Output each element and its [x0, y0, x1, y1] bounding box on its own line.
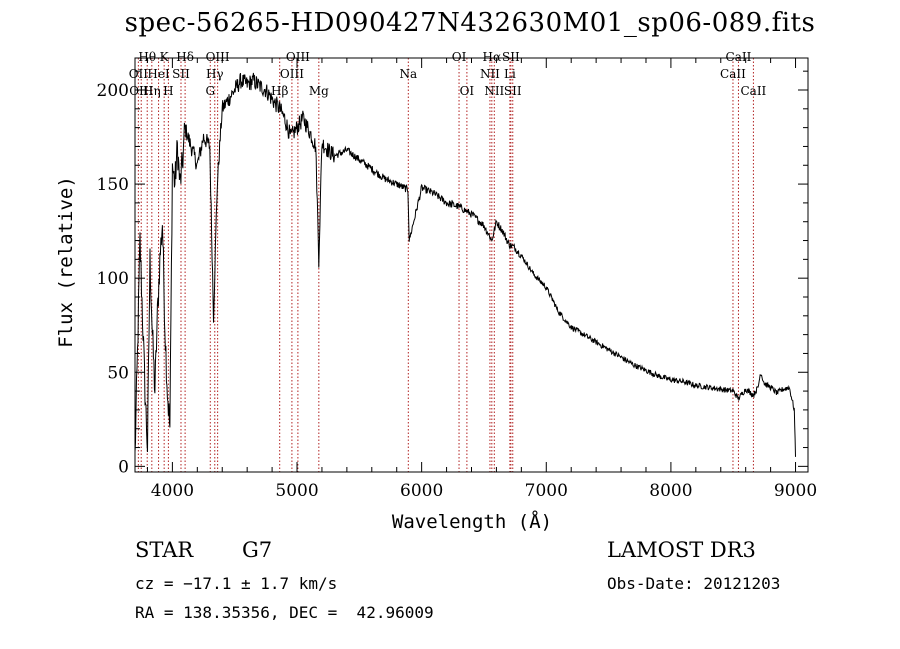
obs-date-text: Obs-Date: 20121203: [607, 574, 781, 593]
line-label-1: OII: [129, 67, 149, 81]
spectrum-layer: [134, 72, 796, 457]
x-tick-label-4000: 4000: [151, 481, 194, 501]
line-label-20: NII: [480, 67, 500, 81]
y-tick-label-200: 200: [97, 81, 129, 101]
axes-layer: 4000 5000 6000 7000 8000 9000 0 50 100 150 200: [97, 57, 817, 501]
line-label-10: Hγ: [206, 67, 224, 81]
line-label-21: NII: [484, 84, 504, 98]
line-label-19: Hα: [483, 50, 502, 64]
redshift-text: cz = −17.1 ± 1.7 km/s: [135, 574, 338, 593]
line-label-11: G: [205, 84, 215, 98]
chart-title: spec-56265-HD090427N432630M01_sp06-089.f…: [124, 8, 816, 38]
x-tick-label-5000: 5000: [275, 481, 318, 501]
line-label-2: OIII: [129, 84, 153, 98]
line-label-18: OI: [460, 84, 475, 98]
line-label-13: OIII: [280, 67, 304, 81]
survey-label: LAMOST DR3: [607, 538, 756, 562]
x-axis-label: Wavelength (Å): [392, 510, 552, 533]
emission-lines-layer: [137, 58, 754, 472]
line-label-8: Hδ: [176, 50, 194, 64]
x-tick-label-9000: 9000: [774, 481, 817, 501]
plot-frame: [134, 57, 809, 473]
line-label-12: OIII: [286, 50, 310, 64]
class-label: STAR: [135, 538, 194, 562]
line-label-16: Na: [399, 67, 417, 81]
y-tick-label-0: 0: [118, 457, 129, 477]
line-label-14: Hβ: [271, 84, 288, 98]
line-label-6: SII: [172, 67, 190, 81]
line-label-0: Hθ: [138, 50, 156, 64]
y-tick-label-50: 50: [107, 363, 129, 383]
radec-text: RA = 138.35356, DEC = 42.96009: [135, 603, 434, 622]
y-tick-label-100: 100: [97, 269, 129, 289]
line-label-23: Li: [504, 67, 516, 81]
line-label-7: H: [163, 84, 173, 98]
y-axis-label: Flux (relative): [55, 176, 77, 348]
line-label-15: Mg: [309, 84, 329, 98]
y-tick-label-150: 150: [97, 175, 129, 195]
subclass-label: G7: [242, 538, 273, 562]
line-label-4: Hη: [143, 84, 161, 98]
line-label-5: K: [160, 50, 170, 64]
x-tick-label-8000: 8000: [649, 481, 692, 501]
line-label-22: SII: [502, 50, 520, 64]
line-label-27: CaII: [740, 84, 766, 98]
x-tick-label-7000: 7000: [525, 481, 568, 501]
line-label-3: HeI: [147, 67, 170, 81]
line-label-26: CaII: [720, 67, 746, 81]
spectrum-line: [134, 72, 796, 457]
line-label-24: SII: [504, 84, 522, 98]
line-label-25: CaII: [726, 50, 752, 64]
line-label-17: OI: [452, 50, 467, 64]
line-label-9: OIII: [206, 50, 230, 64]
x-tick-label-6000: 6000: [400, 481, 443, 501]
